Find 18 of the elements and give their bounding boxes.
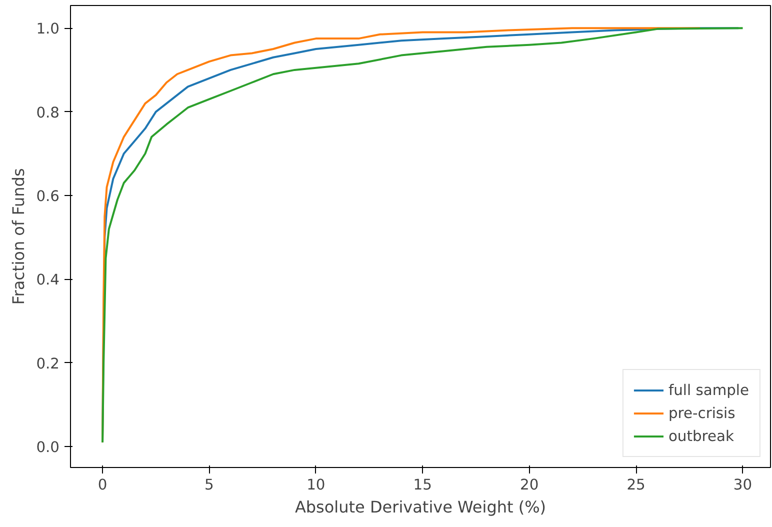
y-tick-label: 0.2: [36, 355, 60, 372]
legend-label: pre-crisis: [668, 404, 736, 422]
x-tick-label: 10: [306, 476, 326, 494]
y-axis-title: Fraction of Funds: [9, 168, 28, 305]
x-tick-label: 15: [413, 476, 432, 494]
y-tick-label: 0.0: [36, 439, 60, 456]
y-tick-label: 0.6: [36, 188, 60, 205]
x-tick-label: 25: [626, 476, 646, 494]
legend-label: outbreak: [668, 428, 734, 444]
x-tick-label: 30: [733, 476, 752, 494]
x-axis-title: Absolute Derivative Weight (%): [294, 498, 546, 516]
y-tick-label: 0.8: [36, 104, 60, 122]
y-tick-label: 0.4: [36, 272, 60, 289]
x-tick-label: 0: [98, 476, 108, 494]
legend-label: full sample: [668, 382, 749, 398]
y-tick-label: 1.0: [36, 20, 60, 38]
x-tick-label: 5: [204, 476, 214, 494]
x-tick-label: 20: [520, 476, 539, 494]
